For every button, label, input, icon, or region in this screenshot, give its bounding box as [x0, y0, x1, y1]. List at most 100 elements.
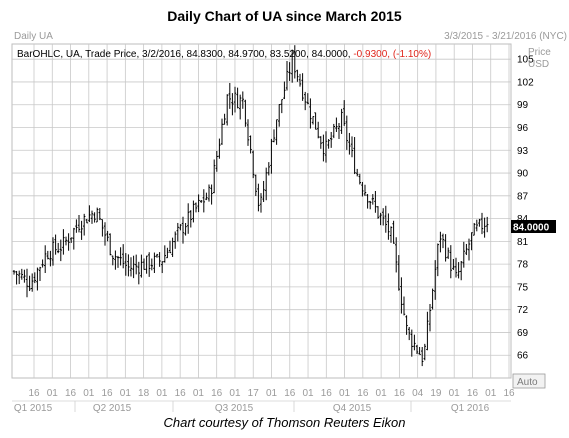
x-tick-label: 16: [321, 388, 333, 399]
y-tick-label: 81: [517, 237, 529, 248]
ohlc-bar: [309, 98, 312, 129]
ohlc-bar: [387, 213, 390, 240]
ohlc-bar: [246, 119, 250, 146]
ohlc-bar: [363, 184, 367, 196]
x-tick-label: 16: [503, 388, 515, 399]
quarter-label: Q4 2015: [333, 403, 372, 414]
auto-scale-button[interactable]: Auto: [512, 373, 546, 389]
ohlc-bar: [72, 227, 75, 250]
ohlc-bar: [366, 194, 369, 209]
ohlc-bar: [371, 194, 374, 205]
ohlc-bar: [322, 134, 325, 162]
ohlc-bar: [205, 192, 208, 201]
currency-axis-header: USD: [528, 59, 549, 70]
ohlc-bar: [111, 255, 114, 266]
ohlc-bar: [176, 222, 179, 242]
ohlc-bar: [319, 136, 322, 149]
ohlc-bar: [439, 231, 442, 253]
chart-title: Daily Chart of UA since March 2015: [167, 8, 402, 24]
ohlc-bar: [421, 346, 424, 367]
ohlc-bar: [163, 245, 166, 263]
x-tick-label: 16: [65, 388, 77, 399]
ohlc-bar: [405, 315, 408, 335]
ohlc-bar: [57, 242, 60, 254]
ohlc-bar: [239, 94, 242, 120]
ohlc-bar: [106, 230, 109, 242]
ohlc-bar: [77, 215, 81, 233]
y-tick-label: 96: [517, 123, 529, 134]
ohlc-bar: [397, 255, 400, 291]
y-tick-label: 69: [517, 328, 529, 339]
ohlc-bar: [257, 183, 260, 212]
ohlc-bar: [129, 257, 133, 277]
ohlc-bar: [135, 254, 138, 275]
quarter-label: Q2 2015: [93, 403, 132, 414]
last-price-tag: 84.0000: [511, 220, 556, 234]
y-tick-label: 84: [517, 214, 529, 225]
ohlc-bar: [124, 253, 127, 276]
ohlc-bar: [228, 82, 231, 109]
ohlc-bar: [408, 326, 411, 341]
ohlc-bar: [31, 273, 34, 292]
ohlc-bar: [317, 121, 320, 139]
ohlc-bar: [12, 269, 16, 275]
ohlc-bar: [280, 99, 283, 114]
ohlc-bar: [283, 81, 286, 100]
panel-label: Daily UA: [14, 31, 53, 42]
ohlc-bar: [314, 112, 317, 130]
x-tick-label: 16: [284, 388, 296, 399]
ohlc-bar: [179, 224, 182, 231]
ohlc-bar: [67, 233, 70, 251]
ohlc-bar: [452, 259, 455, 270]
ohlc-bar: [384, 205, 387, 233]
ohlc-bar: [75, 219, 78, 233]
legend-line: BarOHLC, UA, Trade Price, 3/2/2016, 84.8…: [17, 49, 431, 60]
ohlc-bar: [337, 123, 341, 140]
ohlc-bar: [332, 123, 335, 139]
price-axis-header: Price: [528, 47, 551, 58]
ohlc-bar: [96, 207, 99, 223]
ohlc-bar: [64, 236, 68, 246]
x-tick-label: 16: [394, 388, 406, 399]
ohlc-bar: [465, 243, 468, 256]
ohlc-bar: [434, 260, 437, 300]
chart-caption: Chart courtesy of Thomson Reuters Eikon: [163, 415, 406, 430]
ohlc-bar: [301, 73, 304, 101]
ohlc-bar: [171, 237, 174, 257]
ohlc-bar: [431, 288, 434, 310]
ohlc-bar: [44, 245, 47, 274]
ohlc-bar: [155, 253, 159, 258]
legend-change: -0.9300, (-1.10%): [353, 49, 431, 60]
ohlc-bar: [265, 167, 268, 201]
ohlc-bar: [109, 233, 112, 256]
x-tick-label: 01: [229, 388, 241, 399]
ohlc-bar: [444, 234, 447, 262]
ohlc-bar: [46, 250, 49, 260]
ohlc-bar: [148, 252, 151, 277]
x-tick-label: 16: [175, 388, 187, 399]
auto-button-label[interactable]: Auto: [517, 377, 538, 388]
x-tick-label: 01: [193, 388, 205, 399]
last-price-label: 84.0000: [513, 223, 550, 234]
x-axis: 16 01 16 01 16 01 18 01 16 01 16 01 17 01 16 01 16 01 16 01…: [12, 388, 515, 414]
ohlc-bar: [275, 119, 278, 145]
ohlc-bar: [447, 247, 450, 259]
ohlc-bar: [480, 212, 484, 235]
ohlc-bar: [335, 117, 338, 132]
ohlc-bar: [296, 69, 299, 82]
ohlc-bar: [25, 268, 29, 298]
last-price-tag-bg: [511, 220, 556, 233]
ohlc-bar: [192, 200, 195, 223]
y-tick-label: 78: [517, 260, 529, 271]
ohlc-bar: [324, 131, 328, 163]
ohlc-bar: [200, 200, 203, 203]
ohlc-bar: [140, 254, 143, 278]
ohlc-bar: [426, 311, 429, 351]
ohlc-bar: [259, 193, 263, 213]
auto-button-frame[interactable]: [512, 373, 546, 389]
x-tick-label: 17: [248, 388, 260, 399]
ohlc-bar: [36, 267, 39, 291]
ohlc-bar: [187, 203, 190, 234]
y-tick-label: 93: [517, 146, 529, 157]
